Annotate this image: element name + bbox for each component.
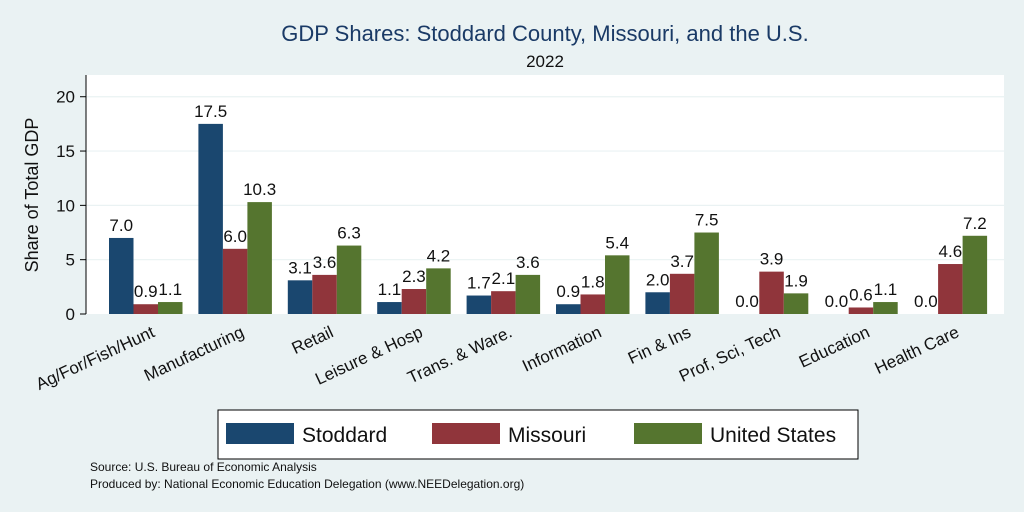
data-label: 1.7	[467, 274, 491, 293]
bar-stoddard	[556, 304, 581, 314]
data-label: 3.6	[516, 253, 540, 272]
bar-united-states	[605, 255, 630, 314]
y-tick-label: 5	[66, 251, 75, 270]
bar-united-states	[515, 274, 541, 314]
bar-missouri	[580, 294, 605, 314]
x-category-label: Education	[796, 322, 873, 371]
data-label: 5.4	[605, 233, 629, 252]
data-label: 0.9	[134, 282, 158, 301]
bar-stoddard	[198, 123, 223, 315]
chart-subtitle: 2022	[526, 52, 564, 71]
data-label: 4.6	[939, 242, 963, 261]
y-axis-label: Share of Total GDP	[22, 118, 42, 273]
y-ticks: 0 5 10 15 20	[56, 88, 86, 324]
bar-missouri	[491, 291, 516, 314]
legend-box	[217, 409, 859, 460]
data-label: 7.2	[963, 214, 987, 233]
bars	[109, 123, 988, 315]
bar-united-states	[158, 302, 183, 314]
x-category-label: Ag/For/Fish/Hunt	[33, 322, 158, 394]
data-label: 1.1	[874, 280, 898, 299]
bar-united-states	[783, 293, 809, 314]
y-tick-label: 0	[66, 305, 75, 324]
x-category-label: Information	[519, 322, 604, 375]
data-label: 7.0	[109, 216, 133, 235]
bar-united-states	[694, 232, 719, 314]
x-category-label: Manufacturing	[141, 322, 247, 385]
legend-label: Missouri	[508, 424, 586, 447]
data-label: 17.5	[194, 102, 227, 121]
chart-title: GDP Shares: Stoddard County, Missouri, a…	[281, 21, 808, 46]
data-label: 0.6	[849, 285, 873, 304]
legend-label: Stoddard	[302, 424, 387, 447]
data-labels: 7.00.9 1.117.56.010.33.1 3.66.31.12.34.21.…	[109, 102, 986, 311]
data-label: 6.3	[337, 224, 361, 243]
bar-missouri	[669, 273, 695, 314]
bar-missouri	[759, 271, 784, 314]
legend-swatch-missouri	[432, 423, 500, 444]
data-label: 1.9	[784, 271, 808, 290]
data-label: 4.2	[427, 246, 451, 265]
data-label: 2.1	[492, 269, 516, 288]
y-tick-label: 15	[56, 142, 75, 161]
bar-united-states	[247, 202, 272, 314]
produced-by-note: Produced by: National Economic Education…	[90, 477, 524, 491]
data-label: 7.5	[695, 211, 719, 230]
x-category-label: Fin & Ins	[625, 322, 694, 368]
data-label: 3.7	[670, 252, 694, 271]
bar-missouri	[133, 304, 158, 314]
data-label: 0.0	[825, 292, 849, 311]
bar-missouri	[222, 248, 248, 314]
y-tick-label: 20	[56, 88, 75, 107]
data-label: 1.8	[581, 272, 605, 291]
bar-missouri	[848, 307, 874, 314]
legend-swatch-stoddard	[226, 423, 294, 444]
data-label: 0.9	[556, 282, 580, 301]
data-label: 3.1	[288, 258, 312, 277]
data-label: 3.6	[313, 253, 337, 272]
data-label: 0.0	[735, 292, 759, 311]
data-label: 2.3	[402, 267, 426, 286]
bar-missouri	[938, 264, 963, 314]
data-label: 0.0	[914, 292, 938, 311]
data-label: 2.0	[646, 270, 670, 289]
data-label: 1.1	[378, 280, 402, 299]
bar-united-states	[873, 302, 898, 314]
bar-stoddard	[287, 280, 313, 314]
legend-label: United States	[710, 424, 836, 447]
x-category-label: Prof, Sci, Tech	[676, 322, 783, 385]
legend-swatch-united-states	[634, 423, 702, 444]
legend: Stoddard Missouri United States	[217, 409, 859, 460]
bar-stoddard	[645, 292, 670, 314]
bar-missouri	[312, 274, 337, 314]
x-category-label: Health Care	[872, 322, 962, 378]
y-tick-label: 10	[56, 196, 75, 215]
bar-united-states	[962, 235, 988, 314]
bar-stoddard	[377, 302, 402, 314]
x-category-label: Retail	[289, 322, 336, 358]
source-note: Source: U.S. Bureau of Economic Analysis	[90, 460, 317, 474]
bar-united-states	[336, 245, 362, 314]
bar-stoddard	[466, 295, 492, 314]
data-label: 3.9	[760, 250, 784, 269]
data-label: 10.3	[243, 180, 276, 199]
bar-united-states	[426, 268, 451, 314]
data-label: 6.0	[223, 227, 247, 246]
bar-stoddard	[109, 237, 134, 314]
data-label: 1.1	[158, 280, 182, 299]
bar-missouri	[401, 289, 427, 314]
